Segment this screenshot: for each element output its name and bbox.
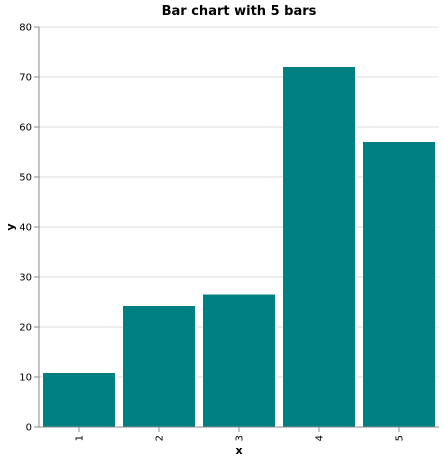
bar	[123, 306, 195, 427]
x-axis-label: x	[235, 444, 242, 457]
bar	[363, 142, 435, 427]
y-tick-label: 60	[19, 123, 32, 134]
y-tick-label: 50	[19, 173, 32, 184]
y-tick-label: 40	[19, 223, 32, 234]
y-tick-label: 30	[19, 273, 32, 284]
bars	[43, 67, 435, 427]
x-tick-label: 3	[235, 435, 246, 441]
y-tick-label: 70	[19, 73, 32, 84]
x-axis: 1 2 3 4 5	[39, 426, 439, 441]
x-tick-label: 5	[395, 435, 406, 441]
y-tick-label: 0	[26, 423, 32, 434]
y-tick-label: 10	[19, 373, 32, 384]
bar	[203, 294, 275, 427]
bar	[43, 373, 115, 427]
chart-title: Bar chart with 5 bars	[162, 4, 317, 19]
x-tick-label: 2	[155, 435, 166, 441]
y-tick-label: 80	[19, 23, 32, 34]
y-tick-label: 20	[19, 323, 32, 334]
bar	[283, 67, 355, 427]
y-axis: 0 10 20 30 40 50 60 70 80	[19, 23, 40, 434]
y-axis-label: y	[4, 223, 17, 230]
x-tick-label: 4	[315, 435, 326, 441]
x-tick-label: 1	[75, 435, 86, 441]
